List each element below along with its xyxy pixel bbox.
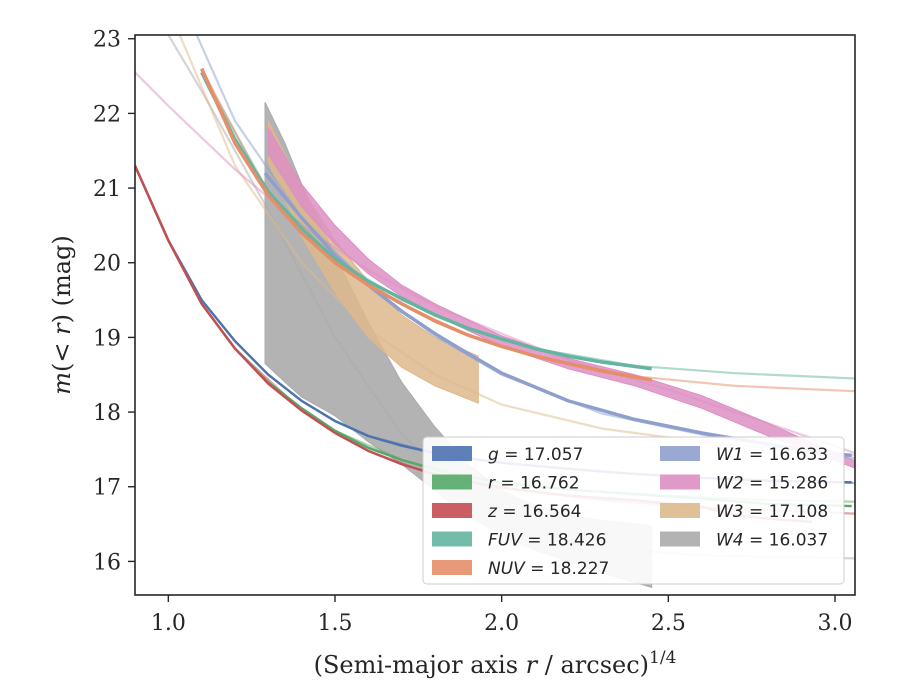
model-line-g (135, 165, 855, 485)
x-axis: 1.0 1.5 2.0 2.5 3.0 (151, 595, 853, 636)
y-tick-label: 22 (93, 102, 121, 127)
y-tick-label: 16 (93, 550, 121, 575)
x-axis-label-text: (Semi-major axis r / arcsec)1/4 (314, 648, 677, 679)
x-tick-label: 2.5 (651, 611, 686, 636)
x-tick-label: 2.0 (484, 611, 519, 636)
y-tick-label: 19 (93, 326, 121, 351)
legend: g = 17.057 r = 16.762 z = 16.564 FUV = 18.4… (422, 436, 845, 585)
y-axis-label: m(< r) (mag) (48, 235, 76, 395)
y-tick-label: 20 (93, 252, 121, 277)
legend-swatch (432, 446, 472, 461)
legend-label: FUV = 18.426 (488, 531, 606, 551)
legend-entry-w2: W2 = 15.286 (660, 474, 828, 494)
legend-label: NUV = 18.227 (488, 559, 609, 579)
data-line-g (135, 165, 852, 484)
plot-frame (134, 34, 856, 596)
legend-entry-w1: W1 = 16.633 (660, 445, 828, 465)
legend-box (422, 436, 845, 585)
y-axis: 16 17 18 19 20 21 22 23 (93, 28, 135, 575)
legend-entry-nuv: NUV = 18.227 (432, 559, 609, 579)
legend-label: W2 = 15.286 (716, 474, 828, 494)
legend-swatch (660, 474, 700, 490)
legend-swatch (660, 531, 700, 547)
legend-swatch (660, 503, 700, 518)
x-tick-label: 1.0 (151, 611, 186, 636)
data-line-nuv (200, 67, 653, 382)
x-axis-label: (Semi-major axis r / arcsec)1/4 (314, 648, 677, 679)
data-line-fuv (200, 71, 652, 371)
legend-entry-r: r = 16.762 (432, 474, 580, 494)
y-tick-label: 23 (93, 28, 121, 53)
legend-label: g = 17.057 (488, 445, 583, 465)
legend-entry-w3: W3 = 17.108 (660, 502, 828, 522)
legend-swatch (660, 446, 700, 461)
legend-entry-z: z = 16.564 (432, 502, 581, 522)
y-tick-label: 17 (93, 476, 121, 501)
legend-label: r = 16.762 (488, 474, 580, 494)
legend-label: z = 16.564 (487, 502, 581, 522)
x-tick-label: 3.0 (818, 611, 853, 636)
y-tick-label: 18 (93, 401, 121, 426)
legend-entry-fuv: FUV = 18.426 (432, 531, 606, 551)
legend-label: W1 = 16.633 (716, 445, 828, 465)
legend-label: W3 = 17.108 (716, 502, 828, 522)
model-line-w2 (135, 71, 855, 455)
legend-swatch (432, 474, 472, 490)
x-tick-label: 1.5 (318, 611, 353, 636)
legend-swatch (432, 503, 472, 518)
legend-swatch (432, 531, 472, 547)
legend-entry-g: g = 17.057 (432, 445, 583, 465)
y-tick-label: 21 (93, 177, 121, 202)
legend-swatch (432, 560, 472, 575)
band-w2 (267, 126, 855, 469)
y-axis-label-text: m(< r) (mag) (48, 235, 76, 395)
legend-label: W4 = 16.037 (716, 531, 828, 551)
legend-entry-w4: W4 = 16.037 (660, 531, 828, 551)
